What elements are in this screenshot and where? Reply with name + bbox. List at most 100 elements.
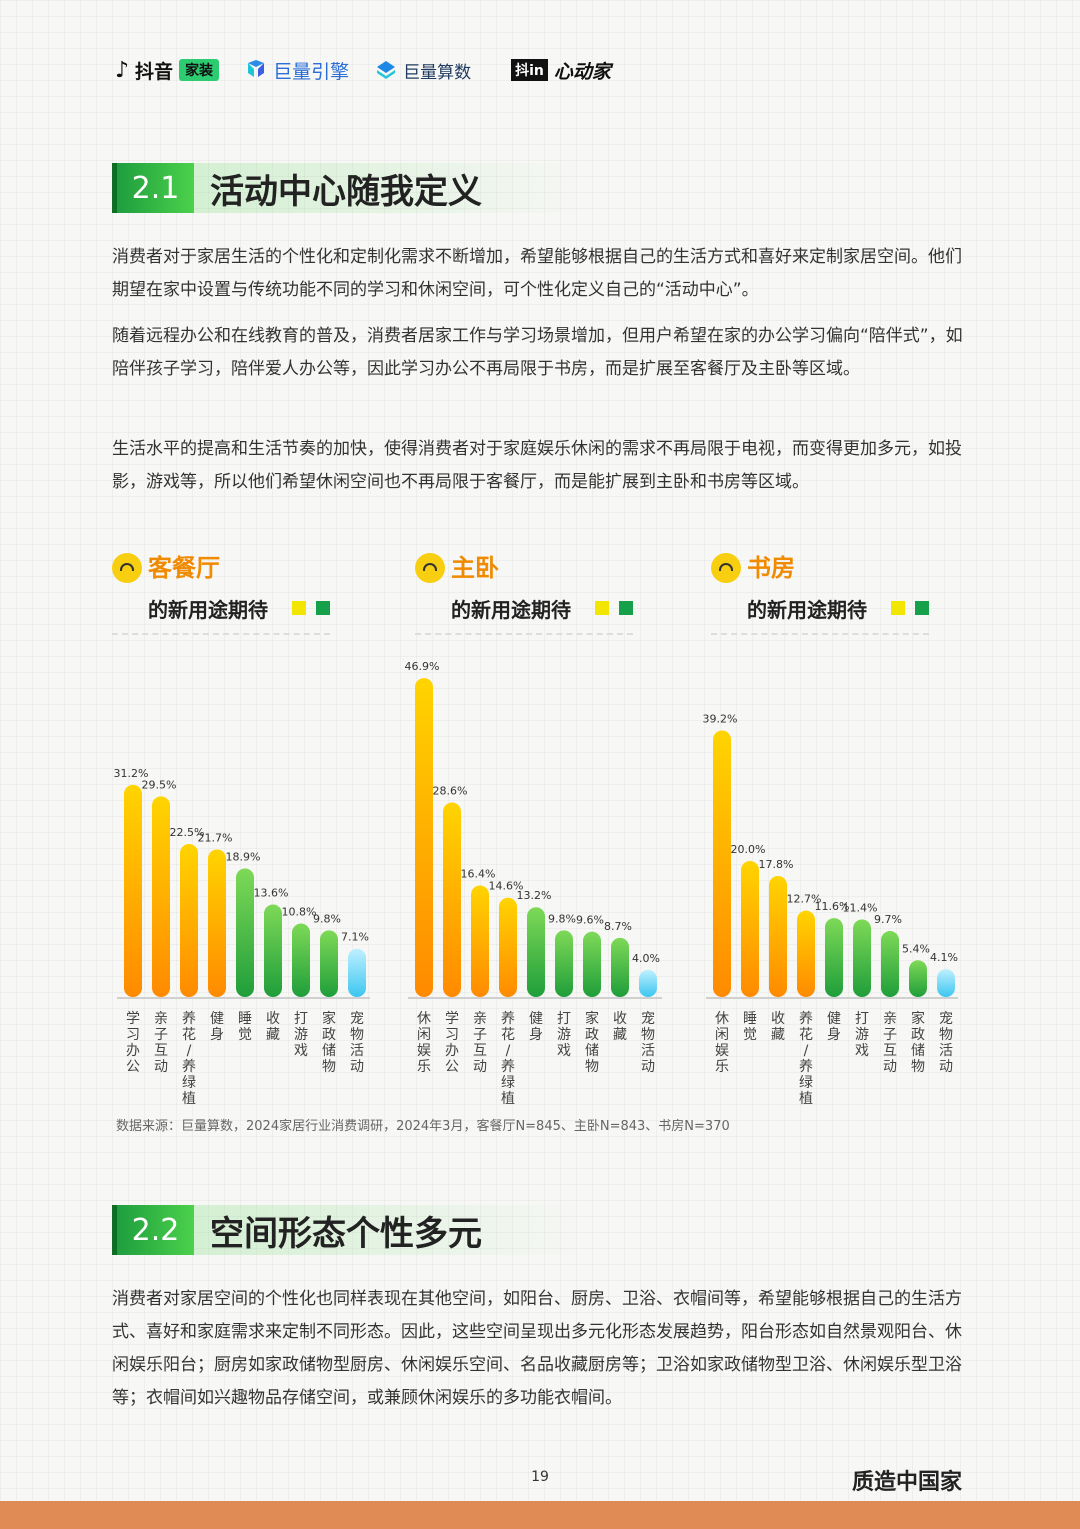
chart-title: 主卧 xyxy=(451,554,499,582)
data-label: 31.2% xyxy=(114,767,149,780)
chart-title: 书房 xyxy=(747,554,795,582)
chart-0: 31.2% 学习办公 29.5% 亲子互动 22.5% 养花/养绿植 21.7% 健身 18.9… xyxy=(114,767,370,1107)
bar xyxy=(208,849,226,997)
bar xyxy=(713,730,731,997)
bar xyxy=(152,796,170,997)
category-label: 健身 xyxy=(529,1011,543,1043)
data-label: 9.6% xyxy=(576,914,604,927)
data-label: 18.9% xyxy=(226,850,261,863)
data-label: 7.1% xyxy=(341,931,369,944)
category-label: 家政储物 xyxy=(911,1010,925,1075)
category-label: 打游戏 xyxy=(855,1010,869,1059)
paragraph-4: 消费者对家居空间的个性化也同样表现在其他空间，如阳台、厨房、卫浴、衣帽间等，希望… xyxy=(112,1289,962,1408)
bar xyxy=(236,868,254,997)
category-label: 睡觉 xyxy=(238,1011,252,1043)
logo-row: ♪ 抖音 家装 巨量引擎 巨量算数 抖in 心动家 xyxy=(115,52,980,88)
category-label: 收藏 xyxy=(613,1011,627,1043)
yellow-square-icon xyxy=(595,601,609,615)
bar xyxy=(348,948,366,997)
category-label: 亲子互动 xyxy=(473,1011,487,1075)
category-label: 健身 xyxy=(827,1011,841,1043)
data-label: 8.7% xyxy=(604,920,632,933)
data-label: 20.0% xyxy=(731,843,766,856)
lamp-icon xyxy=(112,553,142,583)
data-label: 39.2% xyxy=(703,712,738,725)
data-label: 5.4% xyxy=(902,942,930,955)
section-title: 空间形态个性多元 xyxy=(194,1205,582,1255)
dashed-divider xyxy=(711,633,929,635)
green-square-icon xyxy=(619,601,633,615)
bar xyxy=(499,897,517,997)
paragraph-2: 随着远程办公和在线教育的普及，消费者居家工作与学习场景增加，但用户希望在家的办公… xyxy=(112,326,963,379)
juliang-suanshu-icon xyxy=(377,61,396,79)
category-label: 收藏 xyxy=(266,1011,280,1043)
category-label: 健身 xyxy=(210,1011,224,1043)
bar xyxy=(180,844,198,997)
category-label: 打游戏 xyxy=(557,1010,571,1059)
bar xyxy=(881,931,899,997)
yellow-square-icon xyxy=(292,601,306,615)
category-label: 休闲娱乐 xyxy=(417,1011,431,1075)
chart-subtitle: 的新用途期待 xyxy=(747,598,867,622)
chart-1: 46.9% 休闲娱乐 28.6% 学习办公 16.4% 亲子互动 14.6% 养花/养绿植 13… xyxy=(405,660,662,1107)
xindongjia-logo: 抖in 心动家 xyxy=(511,57,611,84)
xindongjia-label: 心动家 xyxy=(553,60,611,83)
bar xyxy=(639,969,657,997)
category-label: 家政储物 xyxy=(322,1010,336,1075)
data-label: 4.0% xyxy=(632,952,660,965)
bar xyxy=(555,930,573,997)
paragraph-1: 消费者对于家居生活的个性化和定制化需求不断增加，希望能够根据自己的生活方式和喜好… xyxy=(112,247,962,300)
data-source-note: 数据来源：巨量算数，2024家居行业消费调研，2024年3月，客餐厅N=845、… xyxy=(116,1119,730,1134)
chart-subtitle: 的新用途期待 xyxy=(148,598,268,622)
douyin-label: 抖音 xyxy=(135,60,174,83)
category-label: 养花/养绿植 xyxy=(182,1011,196,1107)
bar xyxy=(264,904,282,997)
category-label: 打游戏 xyxy=(294,1010,308,1059)
category-label: 学习办公 xyxy=(445,1011,459,1075)
category-label: 学习办公 xyxy=(126,1011,140,1075)
data-label: 9.7% xyxy=(874,913,902,926)
green-square-icon xyxy=(316,601,330,615)
data-label: 46.9% xyxy=(405,660,440,673)
category-label: 养花/养绿植 xyxy=(799,1011,813,1107)
category-label: 宠物活动 xyxy=(641,1011,655,1075)
category-label: 养花/养绿植 xyxy=(501,1011,515,1107)
data-label: 11.6% xyxy=(815,900,850,913)
dashed-divider xyxy=(415,633,633,635)
category-label: 宠物活动 xyxy=(939,1011,953,1075)
data-label: 10.8% xyxy=(282,906,317,919)
footer-bar xyxy=(0,1501,1080,1529)
data-label: 12.7% xyxy=(787,893,822,906)
bar xyxy=(937,969,955,997)
section-number: 2.2 xyxy=(112,1205,194,1255)
data-label: 16.4% xyxy=(461,867,496,880)
juliang-engine-icon xyxy=(248,60,265,77)
bar xyxy=(769,875,787,997)
yellow-square-icon xyxy=(891,601,905,615)
data-label: 9.8% xyxy=(313,912,341,925)
juliang-engine-logo: 巨量引擎 xyxy=(245,57,349,84)
category-label: 收藏 xyxy=(771,1011,785,1043)
jiazhuang-badge: 家装 xyxy=(179,59,220,81)
category-label: 亲子互动 xyxy=(883,1011,897,1075)
juliang-suanshu-logo: 巨量算数 xyxy=(375,58,471,83)
brand-logo: 质造中国家 xyxy=(851,1470,962,1495)
chart-2: 39.2% 休闲娱乐 20.0% 睡觉 17.8% 收藏 12.7% 养花/养绿植 11.6% 健… xyxy=(703,712,958,1107)
bar xyxy=(797,910,815,997)
chart-header-study: 书房 的新用途期待 xyxy=(711,553,941,643)
bar xyxy=(415,678,433,997)
douyin-note-icon: ♪ xyxy=(115,57,130,83)
lamp-icon xyxy=(415,553,445,583)
bar xyxy=(471,885,489,997)
section-title: 活动中心随我定义 xyxy=(194,163,582,213)
bar xyxy=(320,930,338,997)
data-label: 29.5% xyxy=(142,778,177,791)
bar xyxy=(124,784,142,997)
bar xyxy=(741,861,759,997)
category-label: 休闲娱乐 xyxy=(715,1011,729,1075)
category-label: 睡觉 xyxy=(743,1011,757,1043)
bar xyxy=(825,918,843,997)
data-label: 14.6% xyxy=(489,880,524,893)
